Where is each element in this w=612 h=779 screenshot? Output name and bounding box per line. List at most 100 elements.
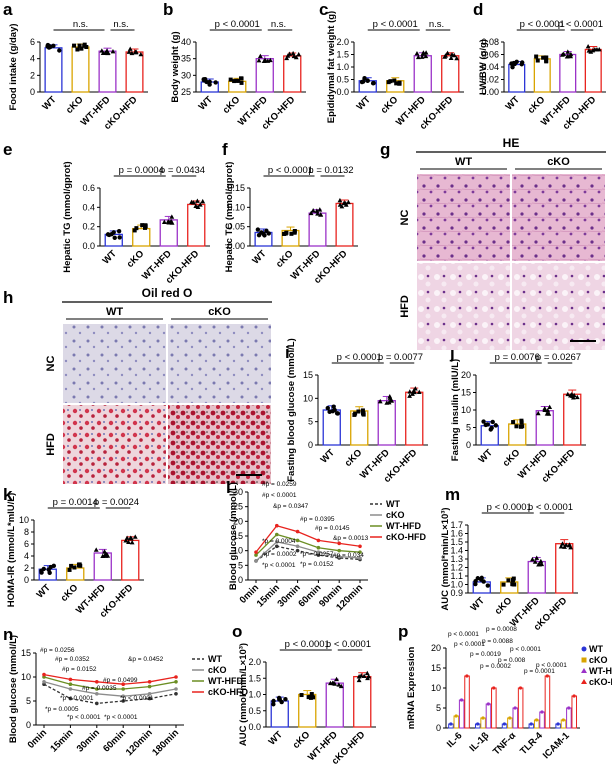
point-d (565, 49, 571, 54)
point-c (419, 54, 425, 59)
point-b (293, 54, 299, 60)
stat-annotation-p: p = 0.0001 (524, 668, 555, 675)
point-a (57, 48, 62, 53)
point-c (362, 76, 367, 81)
series-point-n (95, 680, 99, 684)
y-axis-label-c: Epididymal fat weight (g) (326, 11, 337, 123)
y-tick-label-c: 0.5 (336, 75, 349, 85)
point-j (493, 423, 499, 428)
y-tick-label-i: 0 (308, 440, 313, 450)
y-tick-label-l: 30 (233, 487, 243, 497)
point-k (93, 547, 99, 552)
y-tick-label-k: 2 (24, 563, 29, 573)
x-tick-label-e: WT (101, 248, 119, 266)
point-m (501, 582, 506, 587)
bar-p-ICAM-1-cKO-HFD (571, 695, 578, 729)
y-tick-label-d: 0.00 (481, 87, 499, 97)
legend-label-p: WT-HFD (589, 666, 612, 676)
y-tick-label-m: 1.2 (450, 563, 463, 573)
bar-i-cKO-HFD (405, 391, 424, 446)
point-j (545, 407, 551, 413)
point-p (572, 694, 576, 698)
series-point-l (275, 540, 279, 544)
point-o (271, 702, 276, 707)
histology-col-label-h: cKO (208, 306, 231, 318)
y-tick-label-b: 40 (181, 37, 191, 47)
x-tick-label-f: WT (250, 248, 268, 266)
stat-annotation-l: &p = 0.0347 (273, 503, 309, 510)
point-e (200, 198, 206, 204)
x-tick-label-j: cKO (501, 447, 523, 469)
point-m (539, 561, 545, 567)
series-line-n-WT (43, 683, 177, 705)
series-point-n (95, 692, 99, 696)
point-k (47, 570, 52, 575)
y-tick-label-j: 5 (466, 423, 471, 433)
stat-annotation-n: #p = 0.0035 (82, 685, 117, 692)
panel-letter-e: e (3, 140, 12, 159)
point-c (394, 81, 399, 86)
point-c (415, 54, 421, 60)
bar-i-WT-HFD (377, 400, 396, 446)
bar-o-WT-HFD (325, 682, 344, 728)
point-c (451, 52, 457, 58)
legend-label-n: WT (208, 654, 222, 664)
x-tick-label-b: cKO (221, 94, 243, 116)
panel-letter-b: b (163, 0, 173, 19)
y-tick-label-o: 1.0 (248, 690, 261, 700)
y-tick-label-b: 30 (181, 70, 191, 80)
y-tick-label-n: 5 (26, 696, 31, 706)
point-e (194, 198, 200, 203)
sig-label-i: p < 0.0001 (337, 352, 382, 363)
point-p (481, 716, 485, 720)
point-i (360, 408, 365, 413)
point-m (536, 562, 541, 567)
point-c (414, 51, 420, 56)
panel-letter-j: j (449, 343, 455, 362)
x-tick-label-m: cKO (493, 595, 515, 617)
y-tick-label-f: 0.15 (227, 183, 245, 193)
point-m (530, 556, 535, 562)
y-tick-label-o: 1.5 (248, 673, 261, 683)
point-d (519, 62, 524, 67)
bar-d-WT-HFD (559, 53, 577, 93)
bar-m-cKO-HFD (555, 543, 574, 594)
stat-annotation-n: #p = 0.0256 (40, 647, 75, 654)
point-a (129, 50, 135, 56)
point-b (287, 51, 292, 56)
y-tick-label-k: 6 (24, 539, 29, 549)
x-tick-label-f: cKO (274, 248, 296, 270)
y-tick-label-p: 0 (436, 723, 441, 733)
point-f (315, 211, 320, 216)
point-o (299, 693, 304, 698)
point-d (534, 54, 539, 59)
point-f (292, 229, 297, 234)
point-i (325, 405, 330, 411)
y-tick-label-f: 0.05 (227, 222, 245, 232)
point-a (105, 50, 111, 56)
point-a (46, 45, 52, 50)
bar-f-WT-HFD (308, 212, 327, 247)
y-tick-label-k: 8 (24, 527, 29, 537)
point-j (535, 410, 541, 416)
panel-letter-l: l (226, 478, 231, 497)
point-k (123, 538, 129, 543)
point-k (102, 549, 107, 554)
bar-p-TNF-α-WT-HFD (512, 707, 519, 729)
y-axis-label-d: LW/BW (g/g) (478, 39, 489, 95)
histology-col-label-g: WT (455, 156, 472, 168)
point-m (478, 577, 484, 582)
point-c (423, 50, 429, 55)
point-a (79, 46, 84, 51)
y-tick-label-k: 0 (24, 575, 29, 585)
point-a (110, 48, 116, 54)
point-p (465, 674, 469, 678)
point-p (508, 716, 512, 720)
y-tick-label-c: 1.0 (336, 62, 349, 72)
point-e (117, 235, 122, 240)
y-tick-label-m: 1.5 (450, 537, 463, 547)
x-tick-label-n: 0min (26, 727, 50, 751)
point-k (128, 535, 133, 540)
series-point-l (254, 559, 258, 563)
stat-annotation-p: p = 0.0002 (480, 663, 511, 670)
